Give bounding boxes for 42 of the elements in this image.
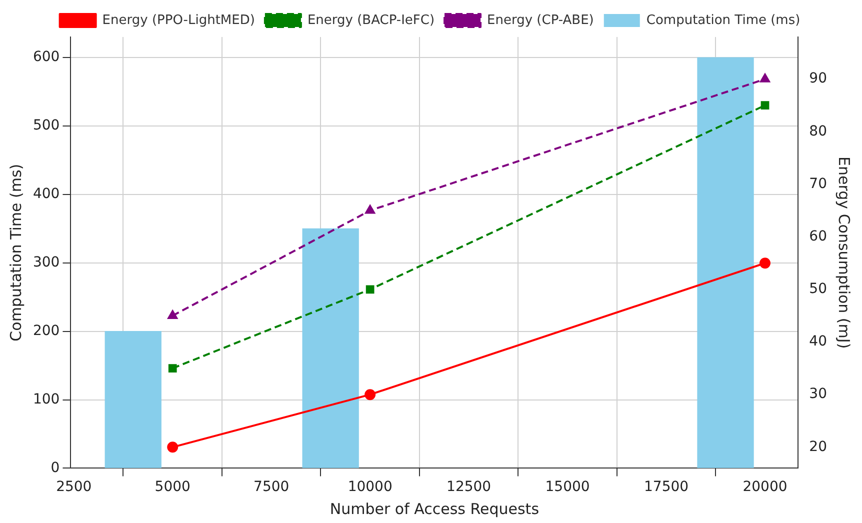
bar — [302, 228, 359, 468]
y-tick-label: 100 — [32, 391, 60, 408]
y-tick-label: 200 — [32, 322, 60, 339]
legend-label: Computation Time (ms) — [646, 12, 800, 28]
point — [168, 364, 177, 372]
point — [366, 285, 374, 294]
point — [364, 389, 376, 400]
y2-tick-label: 80 — [809, 123, 828, 140]
y2-axis-title: Energy Consumption (mJ) — [835, 156, 854, 349]
y2-tick-label: 30 — [809, 386, 828, 402]
x-tick-label: 5000 — [154, 479, 190, 496]
y-tick-label: 500 — [32, 118, 60, 134]
point — [760, 74, 770, 82]
x-tick-label: 10000 — [348, 479, 392, 496]
point — [760, 258, 771, 269]
point — [365, 205, 375, 214]
point — [168, 310, 178, 319]
point — [167, 442, 178, 453]
bar — [697, 57, 754, 468]
x-tick-label: 7500 — [254, 479, 290, 496]
x-axis-title: Number of Access Requests — [330, 500, 540, 518]
y2-tick-label: 50 — [809, 281, 828, 298]
x-tick-label: 15000 — [545, 479, 590, 496]
legend-label: Energy (PPO-LightMED) — [102, 12, 255, 28]
x-tick-label: 17500 — [644, 479, 689, 496]
y2-tick-label: 40 — [809, 334, 828, 350]
y-tick-label: 600 — [32, 49, 60, 66]
point — [760, 101, 770, 110]
y2-tick-label: 70 — [809, 176, 828, 192]
legend-label: Energy (CP-ABE) — [487, 12, 594, 28]
bar — [104, 330, 162, 468]
x-tick-label: 12500 — [446, 479, 492, 496]
legend-label: Energy (BACP-IeFC) — [307, 12, 435, 28]
y2-tick-label: 20 — [809, 438, 828, 455]
y2-tick-label: 90 — [809, 70, 828, 87]
y-axis-title: Computation Time (ms) — [6, 164, 25, 342]
y2-tick-label: 60 — [809, 228, 828, 244]
y-tick-label: 400 — [32, 186, 60, 202]
x-tick-label: 20000 — [742, 479, 788, 496]
y-tick-label: 300 — [32, 254, 60, 271]
y-tick-label: 0 — [50, 460, 60, 476]
x-tick-label: 2500 — [56, 479, 92, 496]
